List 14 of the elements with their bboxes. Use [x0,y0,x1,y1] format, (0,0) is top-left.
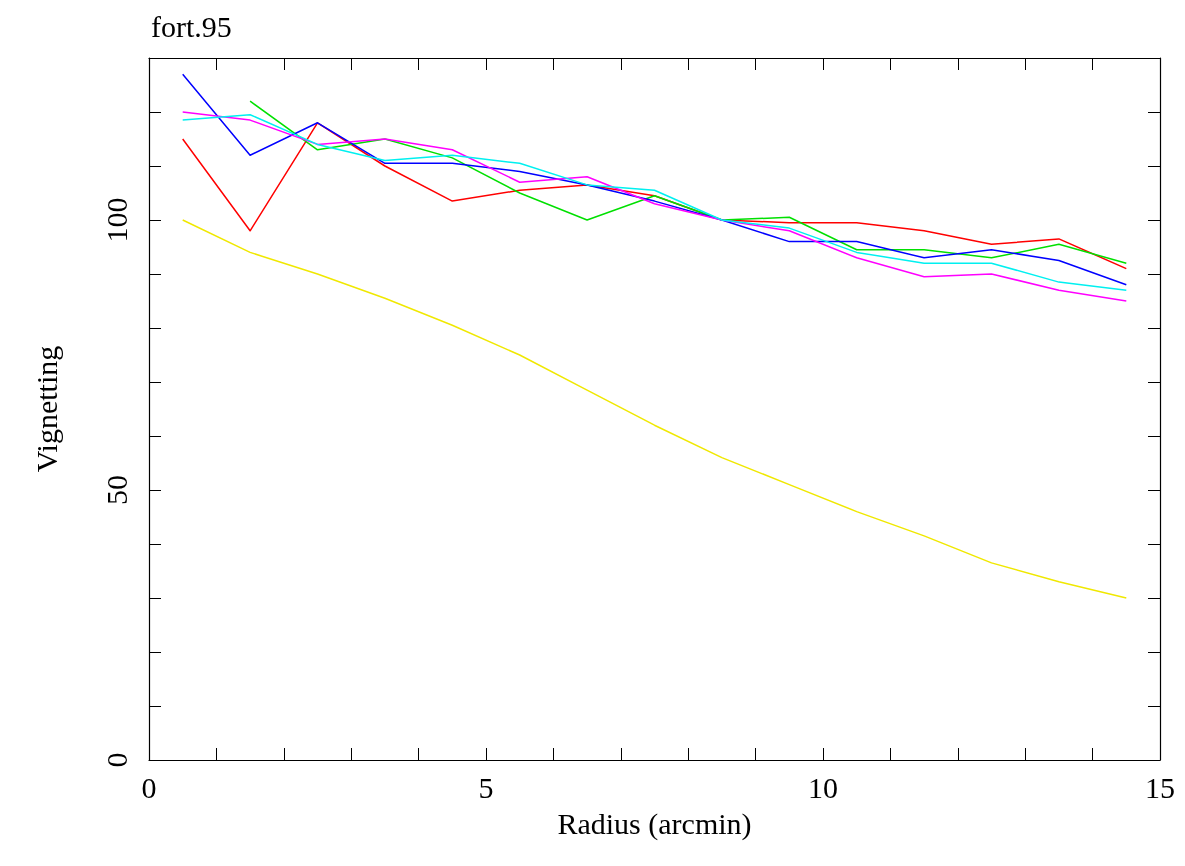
chart-title: fort.95 [151,9,232,43]
y-tick-label: 100 [99,197,133,243]
x-tick-label: 5 [478,770,494,804]
line-series [181,73,1128,286]
x-tick-label: 0 [141,770,157,804]
y-tick-label: 0 [99,752,133,768]
x-tick-label: 15 [1145,770,1175,804]
line-series [181,219,1128,599]
line-series [249,100,1128,264]
y-axis-title: Vignetting [29,345,63,473]
x-tick-label: 10 [808,770,838,804]
x-axis-title: Radius (arcmin) [557,806,752,841]
line-series [181,122,1128,270]
y-tick-label: 50 [99,475,133,505]
